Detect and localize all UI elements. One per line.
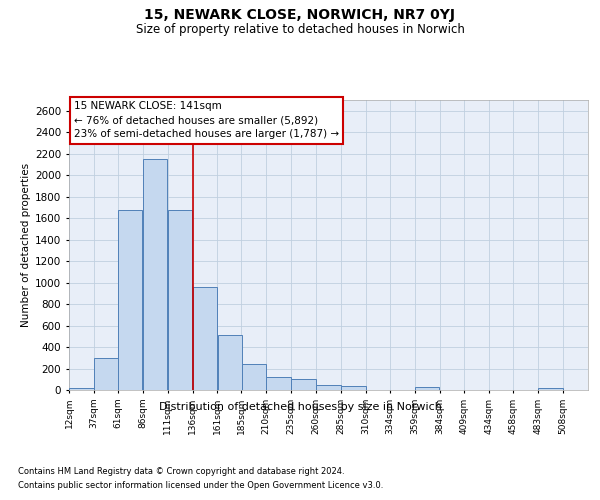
Text: Size of property relative to detached houses in Norwich: Size of property relative to detached ho… <box>136 22 464 36</box>
Bar <box>292 380 316 390</box>
Bar <box>168 210 192 390</box>
Bar <box>69 388 94 390</box>
Bar <box>242 364 266 390</box>
Bar <box>118 210 142 390</box>
Bar <box>316 384 341 390</box>
Bar <box>341 386 365 390</box>
Text: Contains public sector information licensed under the Open Government Licence v3: Contains public sector information licen… <box>18 481 383 490</box>
Bar <box>415 387 439 390</box>
Text: 15 NEWARK CLOSE: 141sqm
← 76% of detached houses are smaller (5,892)
23% of semi: 15 NEWARK CLOSE: 141sqm ← 76% of detache… <box>74 102 340 140</box>
Bar <box>143 159 167 390</box>
Bar <box>218 335 242 390</box>
Y-axis label: Number of detached properties: Number of detached properties <box>21 163 31 327</box>
Bar <box>94 358 119 390</box>
Text: 15, NEWARK CLOSE, NORWICH, NR7 0YJ: 15, NEWARK CLOSE, NORWICH, NR7 0YJ <box>145 8 455 22</box>
Bar <box>193 287 217 390</box>
Bar <box>266 376 291 390</box>
Text: Contains HM Land Registry data © Crown copyright and database right 2024.: Contains HM Land Registry data © Crown c… <box>18 468 344 476</box>
Bar <box>538 388 563 390</box>
Text: Distribution of detached houses by size in Norwich: Distribution of detached houses by size … <box>158 402 442 412</box>
